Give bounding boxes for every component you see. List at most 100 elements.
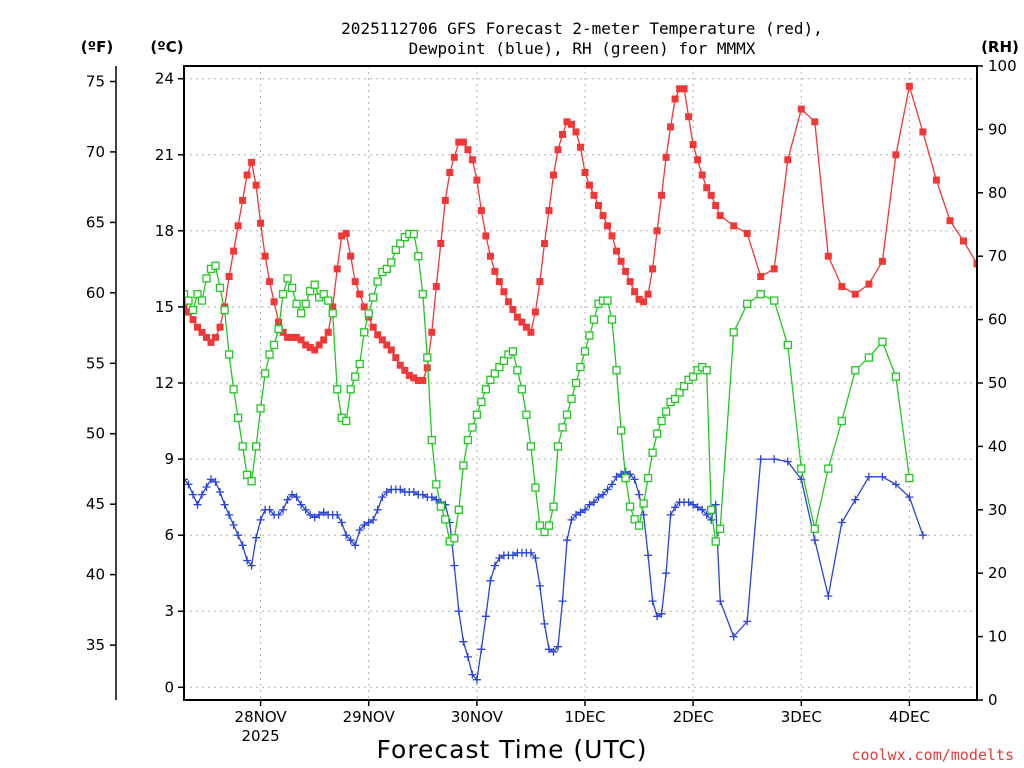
rh-point [824,464,833,473]
2-meter-temperature-point [194,323,201,331]
rh-point [283,274,292,283]
rh-point [278,290,288,299]
rh-point [679,382,689,391]
2-meter-temperature-point [824,252,832,260]
2-meter-temperature-point [428,328,436,336]
2-meter-temperature-point [351,278,359,286]
rh-point [905,473,914,483]
2-meter-temperature-point [491,267,499,275]
2-meter-temperature-point [716,212,724,220]
2-meter-temperature-point [261,252,269,260]
2-meter-temperature-point [658,191,666,199]
plot-frame [183,65,978,701]
date-tick-label: 30NOV [451,708,504,726]
dewpoint-point [337,518,346,527]
dewpoint-point [207,475,215,484]
dewpoint-point [581,505,589,514]
rh-point [310,280,319,289]
rh-point [468,423,477,432]
2-meter-temperature-point [500,288,508,296]
rh-point [657,416,666,426]
dewpoint-point [333,510,342,519]
dewpoint-point [707,515,716,524]
dewpoint-point [364,518,373,527]
rh-point [490,369,500,378]
dewpoint-point [481,612,490,621]
dewpoint-point [274,510,283,519]
fahrenheit-tick-label: 50 [86,425,105,443]
2-meter-temperature-point [577,143,584,151]
celsius-tick-label: 12 [155,374,174,392]
rh-point [360,328,369,337]
dewpoint-point [554,642,562,651]
dewpoint-point [653,612,662,621]
rh-point [770,296,779,305]
2-meter-temperature-point [207,338,215,346]
x-axis-label: Forecast Time (UTC) [377,735,648,764]
dewpoint-point [279,505,288,514]
rh-point [621,473,630,483]
dewpoint-point [319,508,328,517]
rh-point [265,350,274,359]
grid-lines [184,66,977,700]
dewpoint-point [477,645,486,654]
dewpoint-point [247,561,256,570]
rh-point [260,369,270,378]
dewpoint-point [234,531,243,540]
rh-point [643,473,653,483]
dewpoint-point [252,533,261,542]
2-meter-temperature-point [401,366,409,374]
rh-point [576,362,585,372]
dewpoint-point [202,483,211,491]
rh-point [549,502,558,511]
rh-tick-label: 0 [988,691,998,709]
dewpoint-point [608,480,616,489]
2-meter-temperature-point [257,219,265,227]
2-meter-temperature-point [770,265,778,273]
rh-point [603,296,612,305]
dewpoint-point [301,505,310,514]
2-meter-temperature-point [432,283,440,291]
celsius-tick-label: 3 [164,602,174,620]
2-meter-temperature-point [360,303,368,311]
2-meter-temperature-point [689,141,697,149]
2-meter-temperature-point [595,202,602,209]
dewpoint-point [567,515,576,524]
2-meter-temperature-point [586,181,593,189]
rh-tick-label: 90 [988,120,1007,138]
year-tick-label: 2025 [242,727,280,745]
rh-point [531,483,540,492]
2-meter-temperature-point [329,303,337,311]
rh-point [535,521,545,530]
rh-point [558,423,567,432]
2-meter-temperature-point [315,341,323,349]
2-meter-temperature-point [685,113,693,121]
rh-point [188,305,198,315]
2-meter-temperature-point [230,247,238,255]
2-meter-temperature-point [212,333,219,341]
dewpoint-point [351,541,360,550]
rh-point [269,340,279,350]
rh-point [661,407,671,416]
fahrenheit-unit-label: (ºF) [81,38,113,56]
credit-text: coolwx.com/modelts [851,746,1014,764]
2-meter-temperature-point [559,131,566,138]
rh-point [711,537,720,546]
2-meter-temperature-point [590,191,598,199]
rh-point [783,340,792,350]
dewpoint-point [508,551,517,560]
2-meter-temperature-point [973,260,977,268]
2-meter-temperature-point [216,323,224,331]
2-meter-temperature-point [522,323,530,331]
dewpoint-point [526,548,535,557]
2-meter-temperature-point [604,222,611,230]
2-meter-temperature-point [554,146,562,154]
2-meter-temperature-point [356,290,364,298]
rh-point [382,264,391,274]
dewpoint-point [824,592,833,600]
dewpoint-point [360,521,369,529]
rh-tick-label: 80 [988,184,1007,202]
dewpoint-point [369,515,378,524]
2-meter-temperature-point [851,290,859,298]
